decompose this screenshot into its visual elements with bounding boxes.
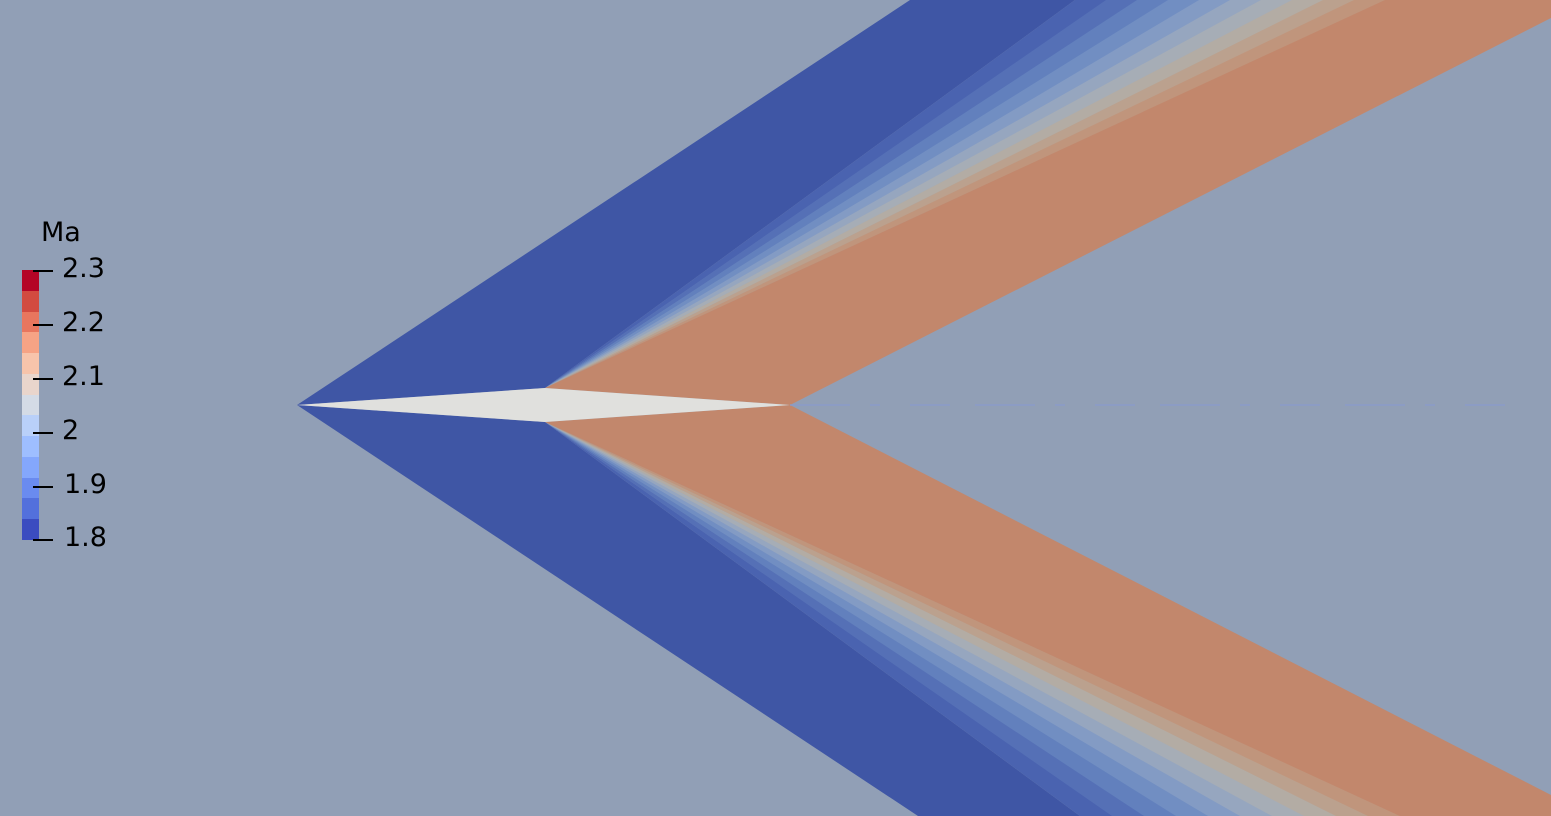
lower-shock-region	[297, 405, 1080, 816]
diamond-airfoil	[297, 388, 790, 422]
tick-mark	[33, 432, 53, 434]
upper-shock-region	[297, 0, 1075, 405]
colorbar-step	[22, 332, 39, 354]
colorbar-step	[22, 270, 39, 291]
tick-label: 2.3	[62, 253, 105, 284]
tick-mark	[33, 270, 53, 272]
colorbar-step	[22, 498, 39, 520]
colorbar-step	[22, 373, 39, 395]
colorbar-step	[22, 519, 39, 540]
colorbar-step	[22, 456, 39, 478]
lower-expansion-region	[545, 405, 1551, 816]
colorbar-step	[22, 394, 39, 416]
tick-mark	[33, 378, 53, 380]
tick-label: 1.9	[64, 469, 107, 500]
colorbar-step	[22, 477, 39, 499]
tick-label: 2	[62, 415, 80, 446]
color-legend: Ma 2.3 2.2 2.1 2 1.9 1.8	[0, 0, 140, 570]
colorbar-step	[22, 311, 39, 333]
colorbar-step	[22, 436, 39, 457]
colorbar-step	[22, 415, 39, 437]
tick-mark	[33, 324, 53, 326]
upper-expansion-fan	[545, 0, 1386, 388]
legend-title: Ma	[41, 217, 81, 248]
upper-expansion-region	[545, 0, 1551, 405]
tick-mark	[33, 539, 53, 541]
tick-label: 2.2	[62, 307, 105, 338]
colorbar-step	[22, 353, 39, 374]
colorbar	[22, 270, 39, 540]
tick-label: 1.8	[64, 522, 107, 553]
tick-label: 2.1	[62, 361, 105, 392]
tick-mark	[33, 486, 53, 488]
colorbar-step	[22, 290, 39, 312]
